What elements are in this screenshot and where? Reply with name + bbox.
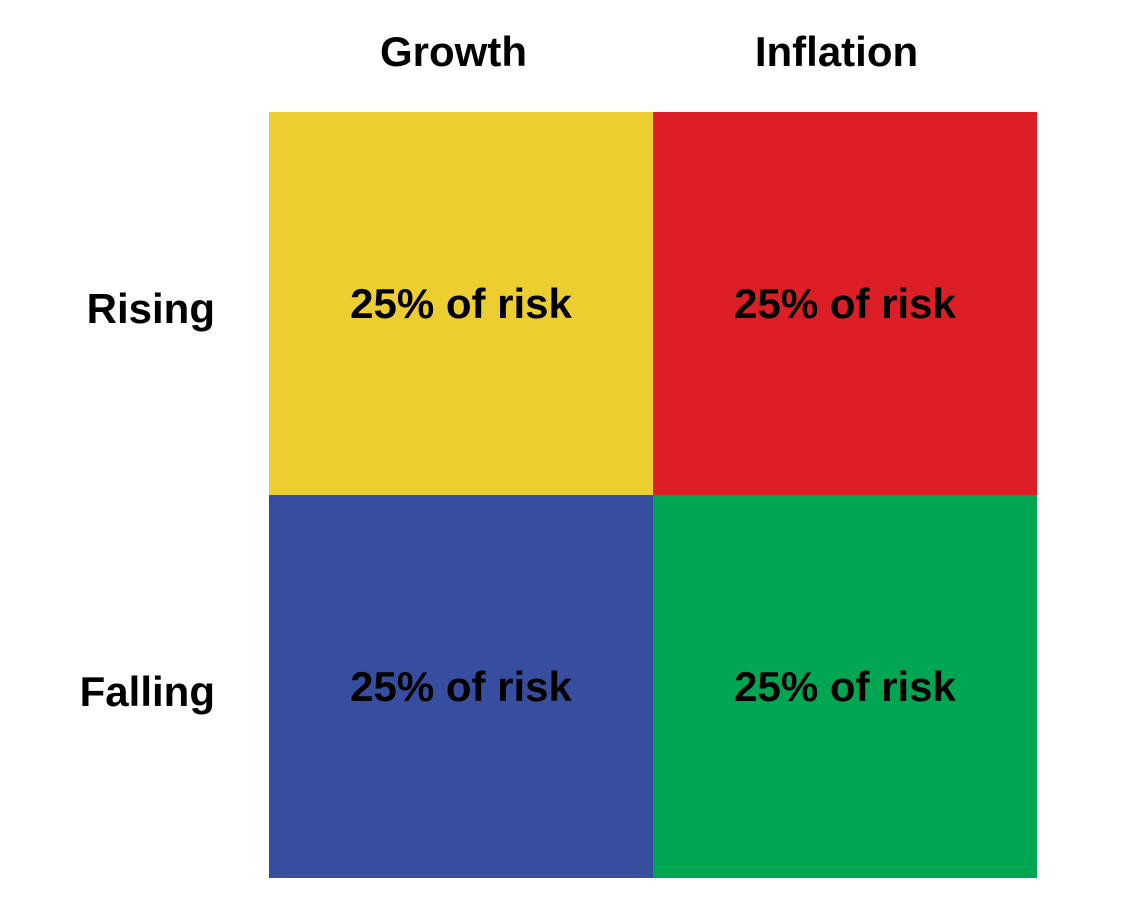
quadrant: 25% of risk	[269, 112, 653, 495]
quadrant: 25% of risk	[653, 112, 1037, 495]
column-header: Growth	[380, 28, 527, 75]
row-header: Falling	[79, 667, 215, 715]
row-header: Rising	[86, 284, 215, 332]
quadrant: 25% of risk	[653, 495, 1037, 878]
column-header: Inflation	[754, 28, 919, 75]
quadrant: 25% of risk	[269, 495, 653, 878]
